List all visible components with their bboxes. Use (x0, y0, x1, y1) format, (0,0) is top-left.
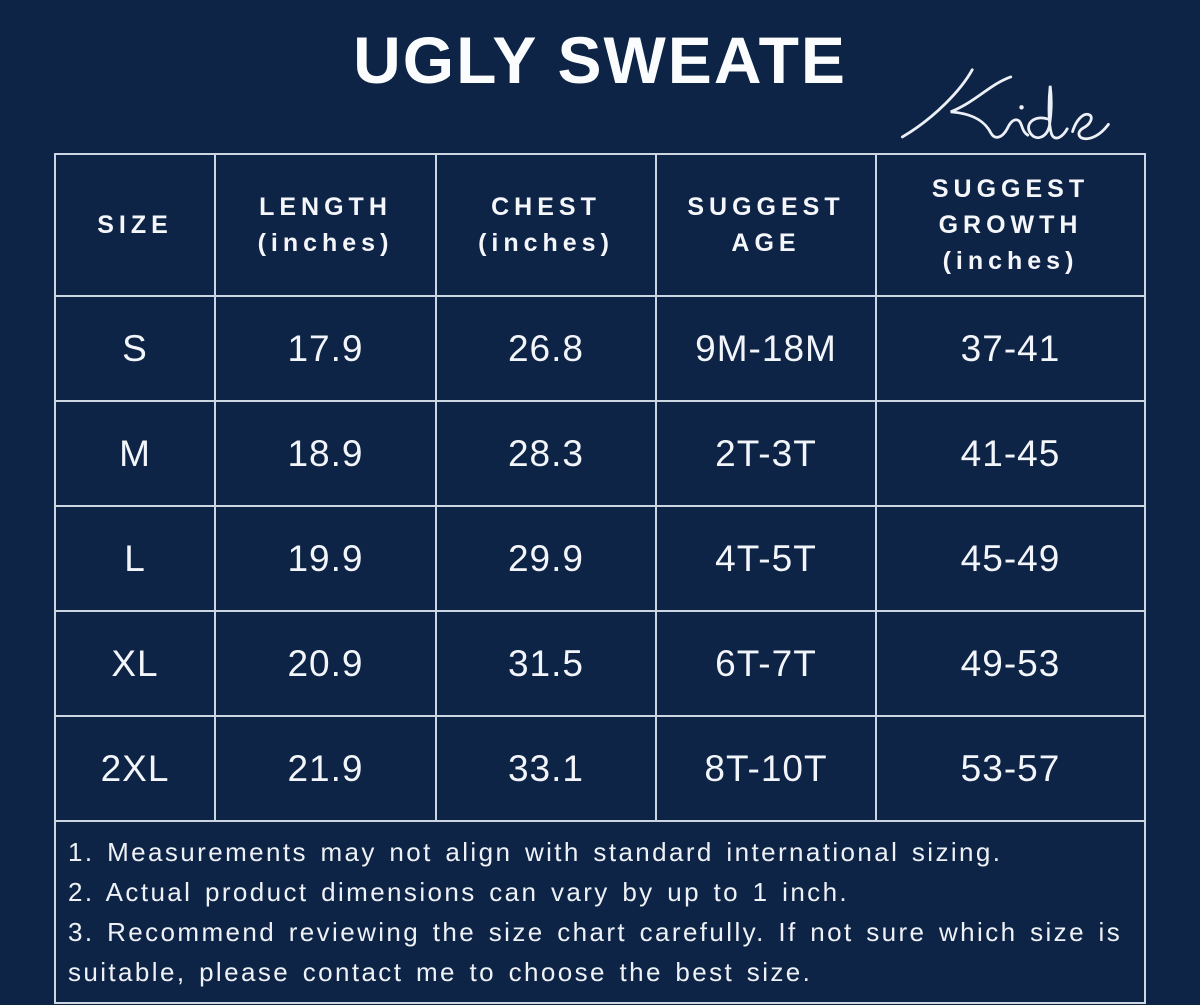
cell-suggest-growth: 45-49 (875, 505, 1146, 612)
note-line-1: 1. Measurements may not align with stand… (68, 837, 1003, 867)
cell-chest: 26.8 (435, 295, 657, 402)
cell-suggest-growth: 41-45 (875, 400, 1146, 507)
size-table-body: S 17.9 26.8 9M-18M 37-41 M 18.9 28.3 2T-… (54, 295, 1146, 1004)
cell-size: L (54, 505, 216, 612)
col-header-size-label: SIZE (97, 211, 173, 239)
page-title: UGLY SWEATE (353, 23, 847, 97)
cell-length: 20.9 (214, 610, 437, 717)
cell-length: 19.9 (214, 505, 437, 612)
col-header-suggest-growth-line1: SUGGEST (931, 175, 1090, 203)
table-row-xl: XL 20.9 31.5 6T-7T 49-53 (54, 610, 1146, 717)
col-header-size: SIZE (54, 153, 216, 297)
col-header-chest-unit: (inches) (478, 229, 614, 257)
size-table: SIZE LENGTH (inches) CHEST (inches) SUGG… (54, 153, 1146, 1004)
cell-length: 18.9 (214, 400, 437, 507)
table-row-l: L 19.9 29.9 4T-5T 45-49 (54, 505, 1146, 612)
cell-suggest-age: 8T-10T (655, 715, 877, 822)
notes-cell: 1. Measurements may not align with stand… (54, 820, 1146, 1004)
col-header-suggest-age: SUGGEST AGE (655, 153, 877, 297)
cell-suggest-age: 2T-3T (655, 400, 877, 507)
col-header-suggest-growth-unit: (inches) (942, 247, 1079, 275)
col-header-chest-label: CHEST (491, 193, 601, 221)
col-header-length-unit: (inches) (257, 229, 394, 257)
cell-size: 2XL (54, 715, 216, 822)
header-row: SIZE LENGTH (inches) CHEST (inches) SUGG… (54, 153, 1146, 297)
cell-suggest-growth: 49-53 (875, 610, 1146, 717)
col-header-length-label: LENGTH (259, 193, 392, 221)
kids-k-arm-stroke (950, 75, 1030, 139)
col-header-chest: CHEST (inches) (435, 153, 657, 297)
note-line-2: 2. Actual product dimensions can vary by… (68, 877, 850, 907)
cell-suggest-growth: 53-57 (875, 715, 1146, 822)
cell-chest: 31.5 (435, 610, 657, 717)
col-header-suggest-growth: SUGGEST GROWTH (inches) (875, 153, 1146, 297)
notes-row: 1. Measurements may not align with stand… (54, 820, 1146, 1004)
table-row-2xl: 2XL 21.9 33.1 8T-10T 53-57 (54, 715, 1146, 822)
col-header-suggest-age-line1: SUGGEST (687, 193, 845, 221)
cell-suggest-age: 9M-18M (655, 295, 877, 402)
kids-s-stroke (1071, 112, 1110, 141)
kids-i-dot (1019, 105, 1024, 110)
cell-length: 17.9 (214, 295, 437, 402)
cell-size: S (54, 295, 216, 402)
kids-d-stroke (1027, 85, 1069, 140)
col-header-length: LENGTH (inches) (214, 153, 437, 297)
col-header-suggest-age-line2: AGE (731, 229, 801, 257)
cell-suggest-age: 4T-5T (655, 505, 877, 612)
cell-suggest-age: 6T-7T (655, 610, 877, 717)
cell-chest: 29.9 (435, 505, 657, 612)
note-line-3: 3. Recommend reviewing the size chart ca… (68, 917, 1123, 987)
header: UGLY SWEATE (0, 0, 1200, 153)
kids-script-text (900, 68, 1110, 141)
cell-suggest-growth: 37-41 (875, 295, 1146, 402)
col-header-suggest-growth-line2: GROWTH (938, 211, 1083, 239)
size-table-header: SIZE LENGTH (inches) CHEST (inches) SUGG… (54, 153, 1146, 297)
cell-chest: 28.3 (435, 400, 657, 507)
kids-k-stem-stroke (900, 68, 974, 139)
table-row-m: M 18.9 28.3 2T-3T 41-45 (54, 400, 1146, 507)
table-row-s: S 17.9 26.8 9M-18M 37-41 (54, 295, 1146, 402)
cell-length: 21.9 (214, 715, 437, 822)
cell-size: XL (54, 610, 216, 717)
cell-chest: 33.1 (435, 715, 657, 822)
cell-size: M (54, 400, 216, 507)
